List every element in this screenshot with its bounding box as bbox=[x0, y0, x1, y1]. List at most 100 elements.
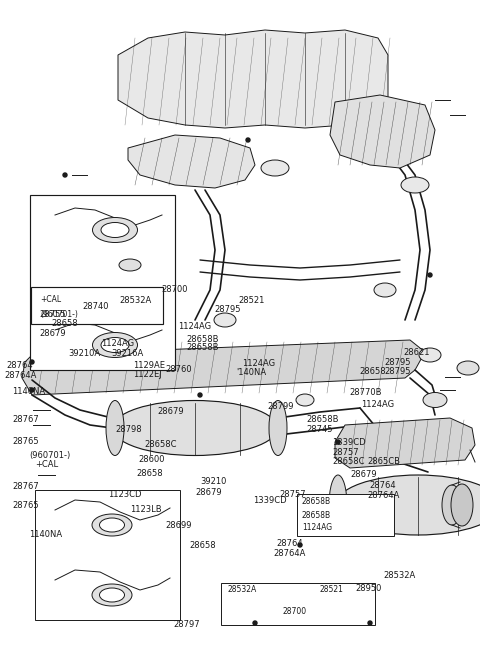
Text: 28679: 28679 bbox=[196, 488, 222, 497]
Text: 28740: 28740 bbox=[83, 302, 109, 311]
Text: 28658B: 28658B bbox=[186, 334, 219, 344]
Polygon shape bbox=[128, 135, 255, 188]
Text: 28658B: 28658B bbox=[306, 415, 339, 424]
Text: 1123LB: 1123LB bbox=[130, 505, 161, 514]
Text: 28658: 28658 bbox=[137, 468, 163, 478]
FancyBboxPatch shape bbox=[31, 287, 163, 324]
Text: 28658B: 28658B bbox=[302, 510, 331, 520]
Text: 28745: 28745 bbox=[306, 424, 333, 434]
Circle shape bbox=[198, 393, 202, 397]
Polygon shape bbox=[335, 418, 475, 468]
Text: 28658B: 28658B bbox=[186, 343, 219, 352]
Ellipse shape bbox=[93, 332, 137, 357]
Ellipse shape bbox=[214, 313, 236, 327]
Text: 28532A: 28532A bbox=[228, 585, 257, 595]
Text: 1339CD: 1339CD bbox=[332, 438, 366, 447]
Text: 28600: 28600 bbox=[138, 455, 165, 464]
Text: +CAL: +CAL bbox=[40, 296, 61, 304]
Text: 28770B: 28770B bbox=[349, 388, 382, 397]
Ellipse shape bbox=[401, 177, 429, 193]
Text: 28699: 28699 bbox=[166, 521, 192, 530]
Text: 28757: 28757 bbox=[332, 447, 359, 457]
Text: 28757: 28757 bbox=[279, 490, 306, 499]
Circle shape bbox=[428, 273, 432, 277]
Ellipse shape bbox=[269, 401, 287, 455]
Circle shape bbox=[253, 621, 257, 625]
Text: 28755: 28755 bbox=[39, 310, 66, 319]
Text: 1140NA: 1140NA bbox=[12, 387, 45, 396]
Text: 2865CB: 2865CB bbox=[367, 457, 400, 466]
Text: 28764A: 28764A bbox=[5, 371, 37, 380]
Ellipse shape bbox=[106, 401, 124, 455]
Circle shape bbox=[368, 621, 372, 625]
Text: 28799: 28799 bbox=[267, 402, 294, 411]
Text: 28521: 28521 bbox=[239, 296, 265, 305]
Ellipse shape bbox=[329, 475, 347, 535]
Text: +CAL: +CAL bbox=[36, 460, 59, 469]
Text: 1124AG: 1124AG bbox=[242, 359, 275, 368]
Ellipse shape bbox=[92, 584, 132, 606]
Text: 28658B: 28658B bbox=[302, 497, 331, 507]
Text: 28658: 28658 bbox=[190, 541, 216, 551]
Text: 28765: 28765 bbox=[12, 501, 38, 510]
Text: 28795: 28795 bbox=[215, 305, 241, 314]
Text: 28521: 28521 bbox=[320, 585, 344, 595]
Ellipse shape bbox=[92, 514, 132, 536]
Ellipse shape bbox=[442, 485, 462, 525]
Ellipse shape bbox=[101, 338, 129, 353]
Text: 28679: 28679 bbox=[350, 470, 377, 479]
Text: 28764A: 28764A bbox=[367, 491, 399, 500]
Text: 28795: 28795 bbox=[384, 367, 410, 376]
Text: 28765: 28765 bbox=[12, 437, 38, 446]
Ellipse shape bbox=[101, 223, 129, 237]
Ellipse shape bbox=[296, 394, 314, 406]
Text: 28767: 28767 bbox=[12, 482, 39, 491]
Ellipse shape bbox=[112, 401, 277, 455]
Text: 1124AG: 1124AG bbox=[361, 400, 394, 409]
FancyBboxPatch shape bbox=[297, 494, 394, 536]
Circle shape bbox=[30, 388, 34, 392]
Circle shape bbox=[30, 360, 34, 364]
Circle shape bbox=[246, 138, 250, 142]
Ellipse shape bbox=[457, 361, 479, 375]
Text: 39216A: 39216A bbox=[111, 349, 144, 358]
Bar bbox=[30, 195, 175, 370]
Circle shape bbox=[298, 543, 302, 547]
Text: (960701-): (960701-) bbox=[40, 311, 78, 319]
Text: 28760: 28760 bbox=[166, 365, 192, 374]
Text: 28532A: 28532A bbox=[383, 571, 415, 580]
Polygon shape bbox=[330, 95, 435, 168]
Text: 28700: 28700 bbox=[283, 608, 307, 616]
Text: 1129AE: 1129AE bbox=[133, 361, 166, 370]
Ellipse shape bbox=[93, 217, 137, 242]
Polygon shape bbox=[118, 30, 388, 128]
Text: 28764: 28764 bbox=[6, 361, 33, 371]
Ellipse shape bbox=[99, 588, 124, 602]
Text: 1123CD: 1123CD bbox=[108, 489, 142, 499]
Text: (960701-): (960701-) bbox=[29, 451, 70, 461]
Ellipse shape bbox=[423, 392, 447, 407]
Text: 28950: 28950 bbox=[355, 584, 382, 593]
Text: 28764: 28764 bbox=[276, 539, 302, 549]
Text: 1122EJ: 1122EJ bbox=[133, 370, 162, 379]
Ellipse shape bbox=[261, 160, 289, 176]
Text: 28621: 28621 bbox=[403, 348, 430, 357]
Text: 28795: 28795 bbox=[384, 357, 410, 367]
Ellipse shape bbox=[374, 283, 396, 297]
Text: 28658: 28658 bbox=[359, 367, 385, 376]
Circle shape bbox=[63, 173, 67, 177]
Text: 28532A: 28532A bbox=[119, 296, 151, 305]
Ellipse shape bbox=[419, 348, 441, 362]
Text: 28658C: 28658C bbox=[332, 457, 365, 466]
Text: 39210A: 39210A bbox=[68, 349, 100, 358]
Text: 1339CD: 1339CD bbox=[253, 496, 287, 505]
Text: 28767: 28767 bbox=[12, 415, 39, 424]
Ellipse shape bbox=[336, 475, 480, 535]
Text: 28798: 28798 bbox=[115, 424, 142, 434]
Text: 28658: 28658 bbox=[52, 319, 78, 328]
Text: 28700: 28700 bbox=[161, 284, 188, 294]
Text: 28679: 28679 bbox=[157, 407, 184, 416]
Text: 28764A: 28764A bbox=[274, 549, 306, 558]
Ellipse shape bbox=[119, 299, 141, 311]
Ellipse shape bbox=[119, 259, 141, 271]
